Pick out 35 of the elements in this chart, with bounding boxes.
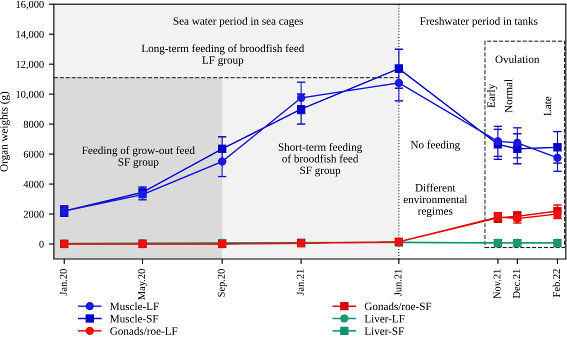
x-tick-label: Feb.22 [552, 269, 560, 298]
y-tick-label: 2000 [24, 210, 44, 218]
x-tick-label: Jun.21 [394, 269, 402, 296]
annotation: Late [544, 96, 552, 116]
y-tick-label: 8000 [24, 120, 44, 128]
annotation: Early [487, 84, 498, 108]
y-tick-label: 12,000 [16, 60, 44, 70]
annotation: Ovulation [495, 55, 540, 64]
legend-label: Gonads/roe-LF [110, 327, 178, 335]
y-tick-label: 6000 [24, 150, 44, 158]
x-tick-label: Jan.21 [296, 269, 304, 296]
annotation: Different environmental regimes [404, 184, 468, 218]
legend-label: Liver-SF [364, 327, 404, 335]
annotation: Freshwater period in tanks [420, 17, 538, 28]
y-tick-label: 16,000 [16, 0, 44, 10]
annotation: Normal [504, 79, 512, 113]
y-tick-label: 4000 [24, 180, 44, 188]
y-tick-label: 14,000 [16, 30, 44, 40]
x-tick-label: May.20 [138, 269, 148, 300]
x-tick-label: Jan.20 [60, 269, 67, 296]
x-tick-label: Nov.21 [494, 269, 501, 299]
y-tick-label: 0 [39, 240, 44, 248]
annotation: Long-term feeding of broodfish feed LF group [142, 44, 304, 66]
y-tick-label: 10,000 [16, 90, 44, 100]
annotation: Feeding of grow-out feed SF group [82, 146, 195, 168]
x-tick-label: Dec.21 [512, 269, 520, 298]
legend-label: Gonads/roe-SF [364, 302, 432, 310]
legend-label: Muscle-LF [110, 302, 159, 310]
annotation: Sea water period in sea cages [174, 16, 304, 28]
y-axis-title: Organ weights (g) [0, 92, 10, 172]
annotation: Short-term feeding of broodfish feed SF group [278, 142, 362, 176]
legend-label: Liver-LF [364, 315, 404, 323]
legend-label: Muscle-SF [110, 314, 158, 323]
x-tick-label: Sep.20 [218, 269, 227, 297]
annotation: No feeding [410, 140, 460, 151]
